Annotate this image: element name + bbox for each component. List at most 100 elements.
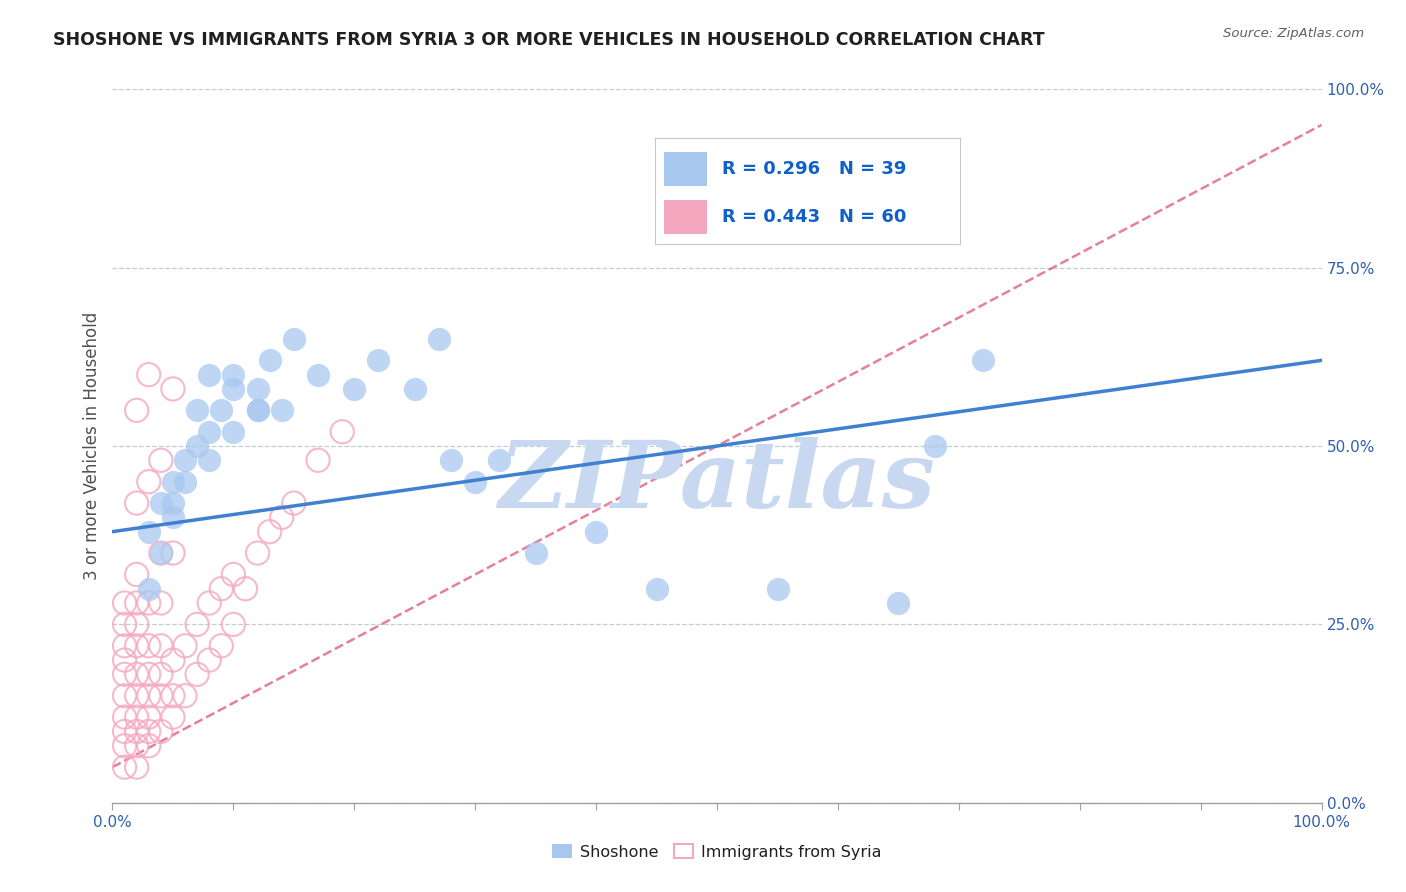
- Point: [524, 546, 547, 560]
- Point: [198, 368, 221, 382]
- Point: [174, 639, 197, 653]
- Point: [887, 596, 910, 610]
- Point: [162, 546, 184, 560]
- Point: [972, 353, 994, 368]
- Point: [283, 332, 305, 346]
- Point: [162, 710, 184, 724]
- Point: [209, 639, 232, 653]
- Point: [125, 596, 148, 610]
- Point: [209, 403, 232, 417]
- Point: [222, 425, 245, 439]
- Point: [125, 403, 148, 417]
- Point: [114, 667, 136, 681]
- Point: [186, 617, 208, 632]
- Point: [125, 617, 148, 632]
- Point: [138, 710, 160, 724]
- Point: [114, 639, 136, 653]
- Point: [246, 403, 269, 417]
- Point: [149, 689, 172, 703]
- Point: [114, 653, 136, 667]
- Point: [330, 425, 353, 439]
- Point: [138, 582, 160, 596]
- Point: [186, 403, 208, 417]
- Point: [138, 739, 160, 753]
- Point: [114, 724, 136, 739]
- Point: [488, 453, 510, 467]
- Point: [114, 710, 136, 724]
- Point: [149, 546, 172, 560]
- Point: [125, 567, 148, 582]
- Point: [162, 496, 184, 510]
- Point: [270, 510, 292, 524]
- Point: [585, 524, 607, 539]
- Point: [149, 596, 172, 610]
- Point: [162, 382, 184, 396]
- Point: [427, 332, 450, 346]
- Point: [162, 475, 184, 489]
- Point: [174, 453, 197, 467]
- Point: [114, 617, 136, 632]
- Point: [404, 382, 426, 396]
- Point: [162, 653, 184, 667]
- Text: SHOSHONE VS IMMIGRANTS FROM SYRIA 3 OR MORE VEHICLES IN HOUSEHOLD CORRELATION CH: SHOSHONE VS IMMIGRANTS FROM SYRIA 3 OR M…: [53, 31, 1045, 49]
- Point: [138, 475, 160, 489]
- Text: R = 0.296   N = 39: R = 0.296 N = 39: [723, 160, 907, 178]
- Bar: [665, 200, 707, 234]
- Point: [198, 425, 221, 439]
- Point: [186, 667, 208, 681]
- Point: [162, 510, 184, 524]
- Point: [125, 496, 148, 510]
- Point: [125, 739, 148, 753]
- Point: [198, 596, 221, 610]
- Point: [174, 475, 197, 489]
- Point: [924, 439, 946, 453]
- Point: [149, 546, 172, 560]
- Point: [246, 546, 269, 560]
- Text: Source: ZipAtlas.com: Source: ZipAtlas.com: [1223, 27, 1364, 40]
- Point: [125, 760, 148, 774]
- Point: [209, 582, 232, 596]
- Point: [464, 475, 486, 489]
- Point: [259, 353, 281, 368]
- Point: [343, 382, 366, 396]
- Point: [125, 639, 148, 653]
- Point: [138, 724, 160, 739]
- Bar: [665, 152, 707, 186]
- Point: [283, 496, 305, 510]
- Point: [114, 739, 136, 753]
- Point: [125, 689, 148, 703]
- Point: [222, 567, 245, 582]
- Point: [222, 382, 245, 396]
- Point: [138, 639, 160, 653]
- Point: [114, 596, 136, 610]
- Point: [270, 403, 292, 417]
- Y-axis label: 3 or more Vehicles in Household: 3 or more Vehicles in Household: [83, 312, 101, 580]
- Point: [246, 403, 269, 417]
- Point: [138, 667, 160, 681]
- Point: [766, 582, 789, 596]
- Point: [125, 667, 148, 681]
- Point: [246, 382, 269, 396]
- Point: [149, 453, 172, 467]
- Point: [138, 596, 160, 610]
- Point: [235, 582, 257, 596]
- Point: [125, 710, 148, 724]
- Point: [162, 689, 184, 703]
- Point: [114, 760, 136, 774]
- Point: [222, 617, 245, 632]
- Point: [367, 353, 389, 368]
- Point: [138, 524, 160, 539]
- Text: R = 0.443   N = 60: R = 0.443 N = 60: [723, 208, 907, 226]
- Point: [259, 524, 281, 539]
- Point: [114, 689, 136, 703]
- Point: [222, 368, 245, 382]
- Point: [149, 639, 172, 653]
- Point: [307, 453, 329, 467]
- Point: [125, 724, 148, 739]
- Text: ZIPatlas: ZIPatlas: [499, 437, 935, 526]
- Point: [149, 496, 172, 510]
- Legend: Shoshone, Immigrants from Syria: Shoshone, Immigrants from Syria: [546, 838, 889, 866]
- Point: [174, 689, 197, 703]
- Point: [149, 724, 172, 739]
- Point: [198, 653, 221, 667]
